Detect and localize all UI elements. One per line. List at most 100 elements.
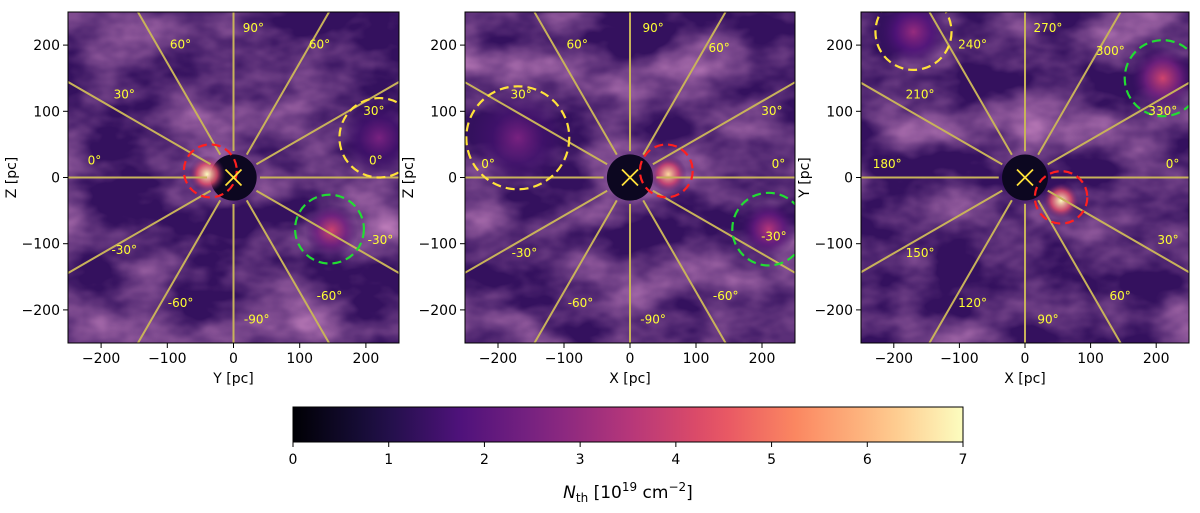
ray-210deg <box>68 189 212 275</box>
colorbar-label-exponent: 19 <box>622 480 637 494</box>
green-circle <box>1123 39 1189 118</box>
ray-30deg <box>255 80 399 166</box>
angle-label: 300° <box>1096 44 1125 58</box>
y-tick-label: 200 <box>33 38 60 54</box>
colorbar-label-symbol: N <box>563 483 576 503</box>
bright-region <box>1131 46 1189 110</box>
angle-label: -30° <box>111 243 137 257</box>
yellow-circle <box>465 85 571 191</box>
angle-label: 60° <box>567 38 588 52</box>
angle-label: 270° <box>1034 21 1063 35</box>
ray-240deg <box>533 199 618 343</box>
ray-120deg <box>136 12 222 156</box>
red-circle <box>182 143 238 199</box>
angle-label: -60° <box>713 289 739 303</box>
colorbar: 0 1 2 3 4 5 6 7 Nth [1019 cm−2] <box>289 406 968 505</box>
x-tick-label: 0 <box>626 351 635 367</box>
x-axis-label: Y [pc] <box>212 371 254 387</box>
colorbar-gradient <box>292 406 964 443</box>
colorbar-label-subscript: th <box>576 491 588 505</box>
angle-label: 30° <box>761 104 782 118</box>
x-tick-label: 200 <box>353 351 380 367</box>
x-tick-label: −100 <box>148 351 186 367</box>
y-tick-label: 100 <box>430 104 457 120</box>
ray-300deg <box>1037 199 1122 343</box>
bright-region <box>471 91 564 184</box>
ray-210deg <box>861 189 1003 274</box>
angle-label: 60° <box>708 41 729 55</box>
panel-xz: 0° 30° 60° 90° 60° 30° 0° -30° -60° -90° -60° -30° −… <box>401 11 796 387</box>
angle-label: 0° <box>88 153 102 167</box>
y-tick-label: 200 <box>430 38 457 54</box>
angle-label: 330° <box>1148 104 1177 118</box>
colorbar-tick-label: 4 <box>671 452 680 468</box>
y-tick-label: 0 <box>448 171 457 187</box>
angle-label: 90° <box>243 21 264 35</box>
angle-label: 60° <box>1109 289 1130 303</box>
bright-region <box>342 101 399 175</box>
ray-60deg <box>245 12 331 156</box>
x-tick-label: 100 <box>683 351 710 367</box>
green-circle <box>293 193 366 265</box>
x-tick-label: 200 <box>749 351 776 367</box>
y-tick-label: −100 <box>22 237 60 253</box>
heatmap-xz: 0° 30° 60° 90° 60° 30° 0° -30° -60° -90° -60° -30° <box>465 12 795 343</box>
ray-240deg <box>928 199 1013 343</box>
angle-label: -90° <box>640 312 666 326</box>
ray-330deg <box>652 189 795 274</box>
angle-label: 210° <box>906 87 935 101</box>
bright-region <box>649 155 687 193</box>
colorbar-label-unit: [10 <box>588 483 622 503</box>
x-tick-label: −200 <box>82 351 120 367</box>
y-axis-label: Z [pc] <box>4 157 20 199</box>
angle-label: 90° <box>642 21 663 35</box>
red-circle <box>1033 170 1089 225</box>
yellow-circle <box>338 96 399 179</box>
x-tick-label: 0 <box>229 351 238 367</box>
ray-150deg <box>861 81 1003 166</box>
panel-xy: 0° 330° 300° 270° 240° 210° 180° 150° 120° 90° 60°… <box>797 11 1190 387</box>
ray-60deg <box>642 12 727 156</box>
colorbar-tick-label: 5 <box>767 452 776 468</box>
colorbar-label-unit: cm <box>637 483 668 503</box>
colorbar-tick-label: 7 <box>959 452 968 468</box>
ray-210deg <box>465 189 608 274</box>
y-tick-label: −200 <box>815 303 853 319</box>
angle-label: 180° <box>873 157 902 171</box>
angle-label: 150° <box>906 246 935 260</box>
angle-label: -60° <box>168 296 194 310</box>
x-tick-label: 200 <box>1143 351 1170 367</box>
yellow-circle <box>874 12 953 71</box>
ray-30deg <box>652 81 795 166</box>
green-circle <box>731 191 795 267</box>
ray-60deg <box>1037 12 1122 156</box>
angle-label: 60° <box>170 38 191 52</box>
ray-150deg <box>68 80 212 166</box>
bright-region <box>304 203 358 257</box>
x-tick-label: −100 <box>545 351 583 367</box>
colorbar-label: Nth [1019 cm−2] <box>563 480 693 505</box>
y-axis-label: Y [pc] <box>797 157 813 199</box>
angle-label: 30° <box>510 87 531 101</box>
x-axis-label: X [pc] <box>1004 371 1046 387</box>
colorbar-label-exponent: −2 <box>668 480 686 494</box>
panel-yz: 0° 30° 60° 90° 60° 30° 0° -30° -60° -90° -60° -30° −… <box>4 11 400 387</box>
y-axis-label: Z [pc] <box>401 157 417 199</box>
x-tick-label: −200 <box>875 351 913 367</box>
bright-region <box>188 155 226 193</box>
colorbar-tick-label: 6 <box>863 452 872 468</box>
ray-150deg <box>465 81 608 166</box>
angle-label: -60° <box>568 296 594 310</box>
ray-330deg <box>1047 189 1189 274</box>
ray-300deg <box>642 199 727 343</box>
y-tick-label: 0 <box>844 171 853 187</box>
angle-label: 0° <box>772 157 786 171</box>
ray-240deg <box>136 199 222 343</box>
x-tick-label: 100 <box>286 351 313 367</box>
x-axis-label: X [pc] <box>609 371 651 387</box>
colorbar-tick-label: 0 <box>289 452 298 468</box>
ray-30deg <box>1047 81 1189 166</box>
ray-330deg <box>255 189 399 275</box>
heatmap-xy: 0° 330° 300° 270° 240° 210° 180° 150° 120° 90° 60°… <box>861 12 1189 343</box>
